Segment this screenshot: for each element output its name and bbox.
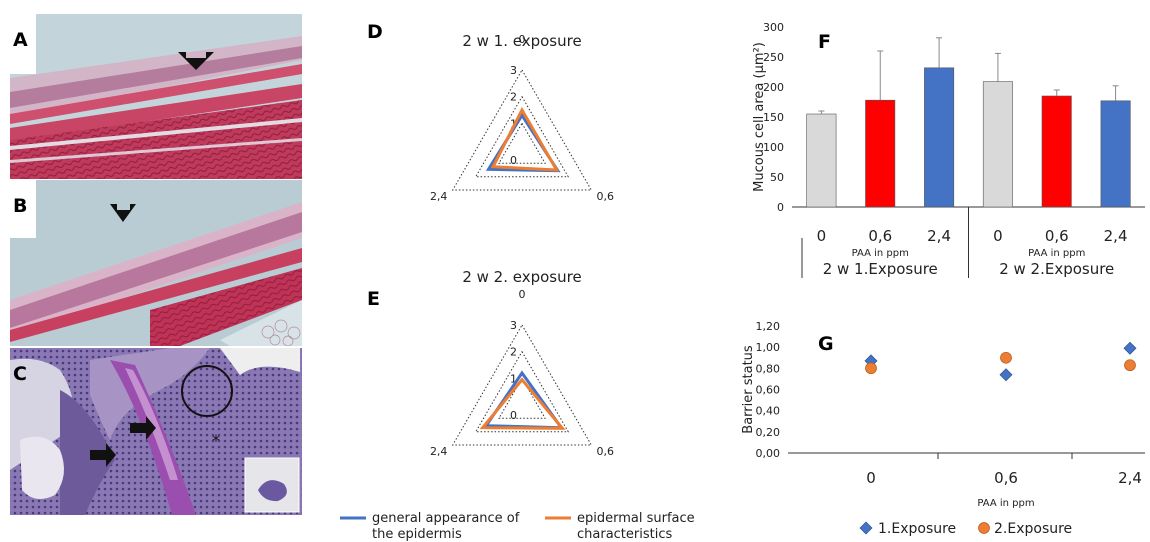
radar-e-ring-label-3: 3 [510,319,517,332]
radar-e-title: 2 w 2. exposure [462,268,581,286]
g-xtick-0: 0 [866,469,876,487]
radar-e-ring-label-2: 2 [510,346,517,359]
f-xlabel-2: PAA in ppm [1028,248,1085,259]
g-point-1-2 [1124,359,1136,372]
g-ytick-2: 0,40 [756,405,781,418]
micrograph-c: * [10,348,302,515]
g-ylabel: Barrier status [741,345,756,434]
g-ytick-1: 0,20 [756,426,781,439]
legend-label-surface-line1: epidermal surface [577,511,695,526]
radar-e-ring-2 [474,350,570,433]
f-bar-2 [924,67,955,208]
f-xlabel-1: PAA in ppm [852,248,909,259]
f-ytick-2: 100 [763,141,784,154]
svg-text:*: * [212,431,220,450]
f-ytick-0: 0 [777,201,784,214]
panel-letter-b: B [13,195,27,217]
g-point-0-2 [1123,341,1137,355]
g-ytick-3: 0,60 [756,384,781,397]
g-legend-marker-1 [978,522,990,534]
g-xtick-1: 0,6 [994,469,1018,487]
f-ytick-4: 200 [763,81,784,94]
f-bar-5 [1100,100,1131,208]
g-point-0-1 [999,368,1013,382]
f-group-label-1: 2 w 2.Exposure [999,260,1114,278]
legend-label-surface-line2: characteristics [577,527,672,542]
f-xtick-3: 0 [993,227,1003,245]
g-legend-label-1: 2.Exposure [994,521,1072,537]
f-bar-3 [982,81,1013,208]
micrograph-b [10,180,302,346]
radar-e-ring-label-0: 0 [510,409,517,422]
panel-letter-a: A [13,29,28,51]
radar-e-ring-3 [451,324,593,446]
radar-d-axis-label-1: 0,6 [597,190,615,203]
g-xlabel: PAA in ppm [977,498,1034,509]
g-legend-marker-0 [859,521,873,535]
g-point-1-0 [865,362,877,375]
radar-d-ring-2 [474,95,570,178]
radar-e-axis-label-0: 0 [519,288,526,301]
legend-label-general-line1: general appearance of [372,511,520,526]
micrograph-a [10,14,302,179]
radar-e-ring-label-1: 1 [510,372,517,385]
bar-chart-f: Mucous cell area (µm²) 0 50 100 150 200 250 300… [752,21,1145,278]
g-ytick-5: 1,00 [756,341,781,354]
radar-d-series-0 [485,112,561,173]
f-bar-1 [865,99,896,208]
f-xtick-2: 2,4 [927,227,951,245]
radar-legend: general appearance of the epidermis epid… [340,511,699,542]
panel-letter-c: C [13,363,27,385]
f-bar-4 [1041,95,1072,208]
panel-letter-f: F [818,31,831,53]
radar-d-ring-label-3: 3 [510,64,517,77]
panel-letter-d: D [367,21,383,43]
f-ylabel: Mucous cell area (µm²) [752,42,767,192]
f-ytick-5: 250 [763,51,784,64]
f-xtick-0: 0 [817,227,827,245]
radar-d-axis-label-2: 2,4 [430,190,448,203]
f-xtick-1: 0,6 [868,227,892,245]
g-ytick-4: 0,80 [756,362,781,375]
f-ytick-3: 150 [763,111,784,124]
radar-e-series-1 [479,377,566,430]
f-ytick-6: 300 [763,21,784,34]
f-group-label-0: 2 w 1.Exposure [823,260,938,278]
legend-label-general-line2: the epidermis [372,527,462,542]
g-ytick-0: 0,00 [756,447,781,460]
f-bar-0 [806,113,837,208]
f-xtick-4: 0,6 [1045,227,1069,245]
g-point-1-1 [1000,351,1012,364]
g-legend-label-0: 1.Exposure [878,521,956,537]
radar-d-axis-label-0: 0 [519,33,526,46]
legend-label-general: general appearance of the epidermis [372,511,523,542]
radar-chart-e: 2 w 2. exposure 0 1 2 3 0 0,6 2,4 [430,268,614,458]
f-ytick-1: 50 [770,171,784,184]
radar-d-ring-label-2: 2 [510,91,517,104]
radar-d-title: 2 w 1. exposure [462,32,581,50]
g-ytick-6: 1,20 [756,320,781,333]
radar-d-ring-label-0: 0 [510,154,517,167]
radar-e-axis-label-1: 0,6 [597,445,615,458]
legend-label-surface: epidermal surface characteristics [577,511,699,542]
g-xtick-2: 2,4 [1118,469,1142,487]
panel-letter-g: G [818,333,834,355]
panel-letter-e: E [367,288,380,310]
scatter-chart-g: Barrier status0,000,200,400,600,801,001,… [741,320,1145,537]
f-xtick-5: 2,4 [1104,227,1128,245]
radar-d-ring-3 [451,69,593,191]
radar-d-series-1 [490,106,560,172]
radar-e-axis-label-2: 2,4 [430,445,448,458]
